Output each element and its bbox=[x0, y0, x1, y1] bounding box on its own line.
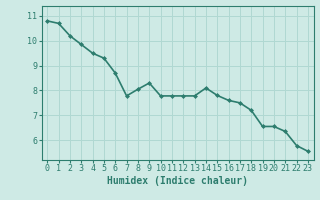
X-axis label: Humidex (Indice chaleur): Humidex (Indice chaleur) bbox=[107, 176, 248, 186]
